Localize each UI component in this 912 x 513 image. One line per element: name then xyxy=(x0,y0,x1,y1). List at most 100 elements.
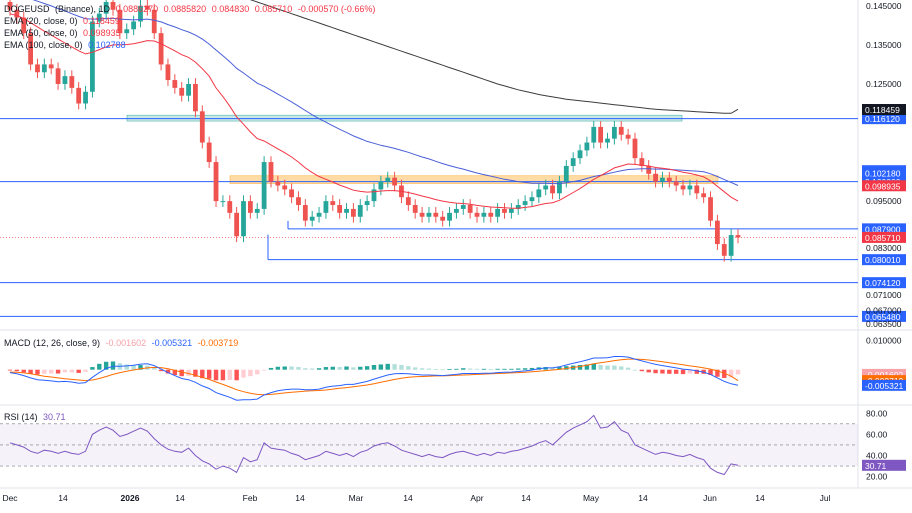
candle[interactable] xyxy=(536,189,542,198)
candle[interactable] xyxy=(241,201,246,237)
candle[interactable] xyxy=(598,126,604,143)
candle[interactable] xyxy=(660,177,665,182)
candle[interactable] xyxy=(454,208,459,213)
candle[interactable] xyxy=(385,177,391,182)
candle[interactable] xyxy=(618,126,624,135)
candle[interactable] xyxy=(481,212,487,217)
candle[interactable] xyxy=(151,9,157,34)
candle[interactable] xyxy=(7,1,13,10)
candle[interactable] xyxy=(289,189,294,198)
candle[interactable] xyxy=(495,208,501,217)
candle[interactable] xyxy=(550,185,555,194)
candle[interactable] xyxy=(611,126,617,139)
candle[interactable] xyxy=(76,87,82,104)
candle[interactable] xyxy=(55,68,61,84)
candle[interactable] xyxy=(165,64,171,81)
candle[interactable] xyxy=(591,126,597,143)
candle[interactable] xyxy=(357,205,363,217)
candle[interactable] xyxy=(138,5,143,22)
candle[interactable] xyxy=(83,91,88,104)
candle[interactable] xyxy=(268,162,274,182)
candle[interactable] xyxy=(378,181,384,190)
candle[interactable] xyxy=(35,64,40,73)
candle[interactable] xyxy=(275,181,281,186)
candle[interactable] xyxy=(144,5,150,10)
candle[interactable] xyxy=(124,29,130,34)
symbol-label[interactable]: DOGEUSD xyxy=(4,4,50,14)
candle[interactable] xyxy=(557,181,562,194)
candle[interactable] xyxy=(714,220,720,245)
macd-legend[interactable]: MACD (12, 26, close, 9) -0.001602 -0.005… xyxy=(4,337,241,349)
ema50-legend[interactable]: EMA (50, close, 0) 0.098935 xyxy=(4,27,378,39)
candle[interactable] xyxy=(701,193,707,198)
candle[interactable] xyxy=(646,165,652,174)
candle[interactable] xyxy=(440,216,446,221)
macd-signal-line[interactable] xyxy=(9,358,739,396)
candle[interactable] xyxy=(728,235,734,256)
candle[interactable] xyxy=(515,205,521,209)
candle[interactable] xyxy=(721,244,727,256)
candle[interactable] xyxy=(632,138,638,159)
ema100-legend[interactable]: EMA (100, close, 0) 0.102788 xyxy=(4,39,378,51)
candle[interactable] xyxy=(344,208,349,213)
candle[interactable] xyxy=(186,83,191,96)
candle[interactable] xyxy=(502,208,507,213)
candle[interactable] xyxy=(213,162,219,202)
candle[interactable] xyxy=(330,201,336,206)
candle[interactable] xyxy=(653,173,658,182)
candle[interactable] xyxy=(158,33,164,65)
candle[interactable] xyxy=(447,212,452,221)
candle[interactable] xyxy=(227,201,233,213)
candle[interactable] xyxy=(14,9,20,18)
candle[interactable] xyxy=(474,212,480,217)
candle[interactable] xyxy=(302,205,308,221)
candle[interactable] xyxy=(405,197,411,206)
rsi-line[interactable] xyxy=(9,414,739,476)
candle[interactable] xyxy=(543,185,549,190)
candle[interactable] xyxy=(673,181,679,186)
candle[interactable] xyxy=(337,205,343,213)
candle[interactable] xyxy=(90,21,95,92)
candle[interactable] xyxy=(282,185,288,190)
candle[interactable] xyxy=(639,158,645,166)
candle[interactable] xyxy=(412,205,418,213)
candle[interactable] xyxy=(21,17,27,34)
candle[interactable] xyxy=(364,201,370,206)
candle[interactable] xyxy=(680,185,686,190)
candle[interactable] xyxy=(41,64,47,73)
candle[interactable] xyxy=(62,76,68,84)
candle[interactable] xyxy=(172,80,178,88)
candle[interactable] xyxy=(522,201,528,206)
candle[interactable] xyxy=(708,197,713,221)
candle[interactable] xyxy=(110,1,116,10)
candle[interactable] xyxy=(735,235,741,238)
candle[interactable] xyxy=(193,83,198,112)
rsi-legend[interactable]: RSI (14) 30.71 xyxy=(4,411,69,423)
candle[interactable] xyxy=(577,150,583,159)
candle[interactable] xyxy=(96,13,102,22)
macd-line[interactable] xyxy=(9,356,739,401)
candle[interactable] xyxy=(508,208,514,213)
candle[interactable] xyxy=(296,197,301,206)
candle[interactable] xyxy=(323,201,329,213)
candle[interactable] xyxy=(247,201,253,213)
candle[interactable] xyxy=(206,142,212,163)
candle[interactable] xyxy=(69,76,75,88)
candle[interactable] xyxy=(199,111,205,143)
candle[interactable] xyxy=(666,177,672,182)
price-zone[interactable] xyxy=(126,114,683,122)
candle[interactable] xyxy=(28,33,34,65)
candle[interactable] xyxy=(419,212,425,217)
candle[interactable] xyxy=(488,212,494,217)
candle[interactable] xyxy=(316,212,322,217)
candle[interactable] xyxy=(117,9,123,34)
candle[interactable] xyxy=(433,212,439,217)
candle[interactable] xyxy=(467,205,473,213)
candle[interactable] xyxy=(131,21,137,30)
candle[interactable] xyxy=(220,201,226,203)
candle[interactable] xyxy=(309,216,315,221)
candle[interactable] xyxy=(254,208,260,213)
candle[interactable] xyxy=(371,189,377,202)
ema50-line[interactable] xyxy=(10,0,739,186)
